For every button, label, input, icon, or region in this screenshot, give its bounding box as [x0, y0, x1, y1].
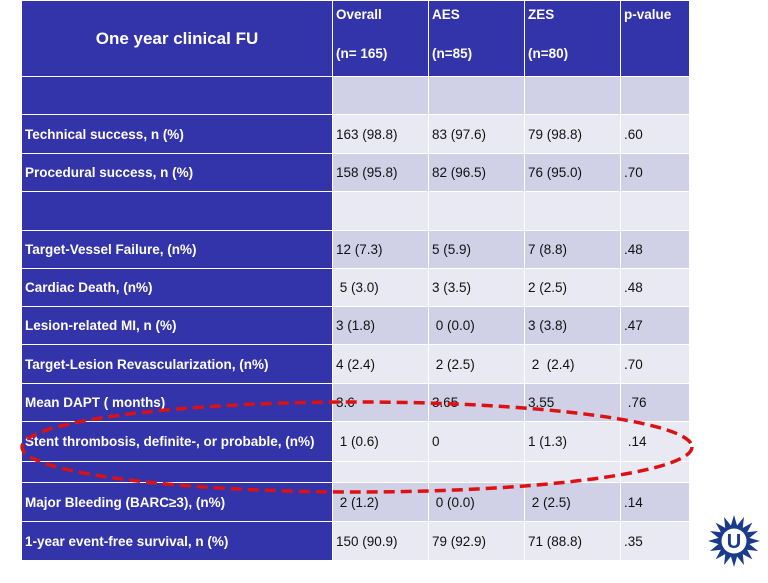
cell-value — [428, 76, 525, 115]
row-label: Cardiac Death, (n%) — [21, 268, 333, 307]
table-row: Cardiac Death, (n%) 5 (3.0) 3 (3.5) 2 (2.5… — [21, 268, 690, 307]
cell-value: 79 (92.9) — [428, 521, 525, 561]
column-header-zes: ZES (n=80) — [524, 0, 621, 77]
cell-value: 82 (96.5) — [428, 153, 525, 192]
cell-value: 79 (98.8) — [524, 114, 621, 154]
cell-value: 2 (2.5) — [524, 268, 621, 307]
row-label: Procedural success, n (%) — [21, 153, 333, 192]
cell-value: .48 — [620, 268, 690, 307]
cell-value: 158 (95.8) — [332, 153, 429, 192]
logo-letter: U — [727, 531, 741, 553]
cell-value: 1 (0.6) — [332, 421, 429, 462]
cell-value: 3.6 — [332, 383, 429, 422]
cell-value: 3 (1.8) — [332, 306, 429, 345]
column-header-aes: AES (n=85) — [428, 0, 525, 77]
row-label: Target-Lesion Revascularization, (n%) — [21, 344, 333, 384]
table-row: Target-Vessel Failure, (n%) 12 (7.3) 5 (5.… — [21, 230, 690, 269]
cell-value: .70 — [620, 153, 690, 192]
table-row — [21, 461, 690, 483]
cell-value: 2 (2.4) — [524, 344, 621, 384]
row-label — [21, 191, 333, 231]
cell-value: 7 (8.8) — [524, 230, 621, 269]
table-title: One year clinical FU — [21, 0, 333, 77]
cell-value — [620, 76, 690, 115]
cell-value: 0 (0.0) — [428, 482, 525, 522]
cell-value: .48 — [620, 230, 690, 269]
cell-value: 3 (3.5) — [428, 268, 525, 307]
cell-value: 12 (7.3) — [332, 230, 429, 269]
cell-value: .47 — [620, 306, 690, 345]
cell-value — [332, 76, 429, 115]
column-header-pvalue: p-value — [620, 0, 690, 77]
cell-value — [332, 461, 429, 483]
cell-value — [428, 191, 525, 231]
cell-value: .14 — [620, 482, 690, 522]
cell-value — [524, 76, 621, 115]
row-label: Technical success, n (%) — [21, 114, 333, 154]
cell-value: .76 — [620, 383, 690, 422]
cell-value: 1 (1.3) — [524, 421, 621, 462]
cell-value: 0 (0.0) — [428, 306, 525, 345]
table-row: Target-Lesion Revascularization, (n%) 4 (… — [21, 344, 690, 384]
cell-value: 83 (97.6) — [428, 114, 525, 154]
cell-value: 2 (2.5) — [524, 482, 621, 522]
cell-value — [524, 191, 621, 231]
cell-value: 5 (3.0) — [332, 268, 429, 307]
cell-value: 0 — [428, 421, 525, 462]
cell-value: 3.65 — [428, 383, 525, 422]
cell-value: 71 (88.8) — [524, 521, 621, 561]
cell-value: 2 (1.2) — [332, 482, 429, 522]
row-label: Target-Vessel Failure, (n%) — [21, 230, 333, 269]
row-label: 1-year event-free survival, n (%) — [21, 521, 333, 561]
cell-value — [332, 191, 429, 231]
column-header-overall: Overall (n= 165) — [332, 0, 429, 77]
header-row: One year clinical FU Overall (n= 165) AES… — [21, 0, 690, 77]
cell-value: .60 — [620, 114, 690, 154]
cell-value: .70 — [620, 344, 690, 384]
table-row — [21, 191, 690, 231]
table-row — [21, 76, 690, 115]
row-label: Stent thrombosis, definite-, or probable… — [21, 421, 333, 462]
table-row: Stent thrombosis, definite-, or probable… — [21, 421, 690, 462]
row-label — [21, 461, 333, 483]
row-label: Major Bleeding (BARC≥3), (n%) — [21, 482, 333, 522]
table-row: Major Bleeding (BARC≥3), (n%) 2 (1.2) 0 … — [21, 482, 690, 522]
cell-value — [428, 461, 525, 483]
table-row: 1-year event-free survival, n (%) 150 (90… — [21, 521, 690, 561]
clinical-fu-table: One year clinical FU Overall (n= 165) AES… — [21, 0, 690, 561]
table-row: Lesion-related MI, n (%) 3 (1.8) 0 (0.0) 3… — [21, 306, 690, 345]
cell-value: 4 (2.4) — [332, 344, 429, 384]
university-logo-icon: U — [708, 515, 760, 567]
cell-value — [620, 461, 690, 483]
table-row: Mean DAPT ( months) 3.6 3.65 3.55 .76 — [21, 383, 690, 422]
cell-value: 150 (90.9) — [332, 521, 429, 561]
cell-value: 5 (5.9) — [428, 230, 525, 269]
cell-value: 163 (98.8) — [332, 114, 429, 154]
row-label: Lesion-related MI, n (%) — [21, 306, 333, 345]
cell-value: 76 (95.0) — [524, 153, 621, 192]
row-label: Mean DAPT ( months) — [21, 383, 333, 422]
cell-value: 3 (3.8) — [524, 306, 621, 345]
row-label — [21, 76, 333, 115]
cell-value — [620, 191, 690, 231]
cell-value: .35 — [620, 521, 690, 561]
cell-value: 2 (2.5) — [428, 344, 525, 384]
table-row: Procedural success, n (%) 158 (95.8) 82 (9… — [21, 153, 690, 192]
cell-value: 3.55 — [524, 383, 621, 422]
cell-value: .14 — [620, 421, 690, 462]
table-row: Technical success, n (%) 163 (98.8) 83 (97… — [21, 114, 690, 154]
cell-value — [524, 461, 621, 483]
